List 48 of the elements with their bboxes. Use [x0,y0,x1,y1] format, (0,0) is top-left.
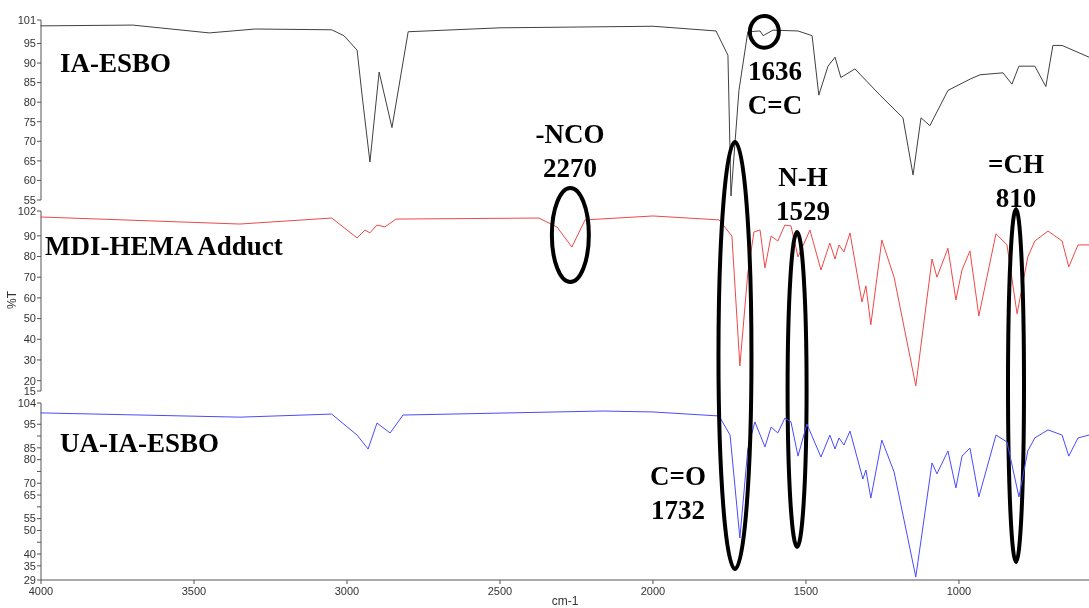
annotation: 1636 C=C [747,56,803,120]
y-tick-label: 15 [23,384,36,397]
x-tick-label: 3500 [181,585,207,597]
x-axis-title: cm-1 [551,594,579,608]
series-label: MDI-HEMA Adduct [45,231,283,261]
y-tick-label: 29 [23,573,36,586]
y-tick-label: 35 [23,559,36,572]
y-tick-label: 65 [23,488,36,501]
y-tick-label: 75 [23,115,36,128]
y-tick-label: 20 [23,374,36,387]
y-tick-label: 60 [23,291,36,304]
y-tick-label: 70 [23,477,36,490]
y-tick-label: 55 [23,512,36,525]
x-tick-label: 2500 [487,585,513,597]
y-tick-label: 102 [17,204,36,217]
y-axis-title: %T [5,290,19,309]
y-tick-label: 95 [23,37,36,50]
x-tick-label: 1000 [946,585,972,597]
x-tick-label: 1500 [793,585,819,597]
y-tick-label: 50 [23,524,36,537]
annotation: C=O 1732 [650,461,706,525]
y-tick-label: 80 [23,250,36,263]
x-tick-label: 3000 [334,585,360,597]
annotation: =CH 810 [988,149,1044,213]
y-tick-label: 30 [23,353,36,366]
annotation: -NCO 2270 [535,119,605,183]
y-tick-label: 65 [23,154,36,167]
y-tick-label: 90 [23,56,36,69]
y-tick-label: 85 [23,76,36,89]
series-label: UA-IA-ESBO [60,428,220,458]
y-tick-label: 70 [23,135,36,148]
y-tick-label: 80 [23,453,36,466]
y-tick-label: 40 [23,547,36,560]
y-tick-label: 60 [23,174,36,187]
y-tick-label: 101 [17,13,36,26]
x-tick-label: 2000 [640,585,666,597]
y-tick-label: 85 [23,441,36,454]
y-tick-label: 104 [17,396,36,409]
annotation: N-H 1529 [776,162,830,226]
y-tick-label: 50 [23,312,36,325]
x-tick-label: 4000 [28,585,54,597]
y-tick-label: 55 [23,193,36,206]
y-tick-label: 90 [23,229,36,242]
y-tick-label: 70 [23,271,36,284]
y-tick-label: 95 [23,418,36,431]
y-tick-label: 40 [23,333,36,346]
y-tick-label: 80 [23,96,36,109]
series-label: IA-ESBO [60,48,172,78]
